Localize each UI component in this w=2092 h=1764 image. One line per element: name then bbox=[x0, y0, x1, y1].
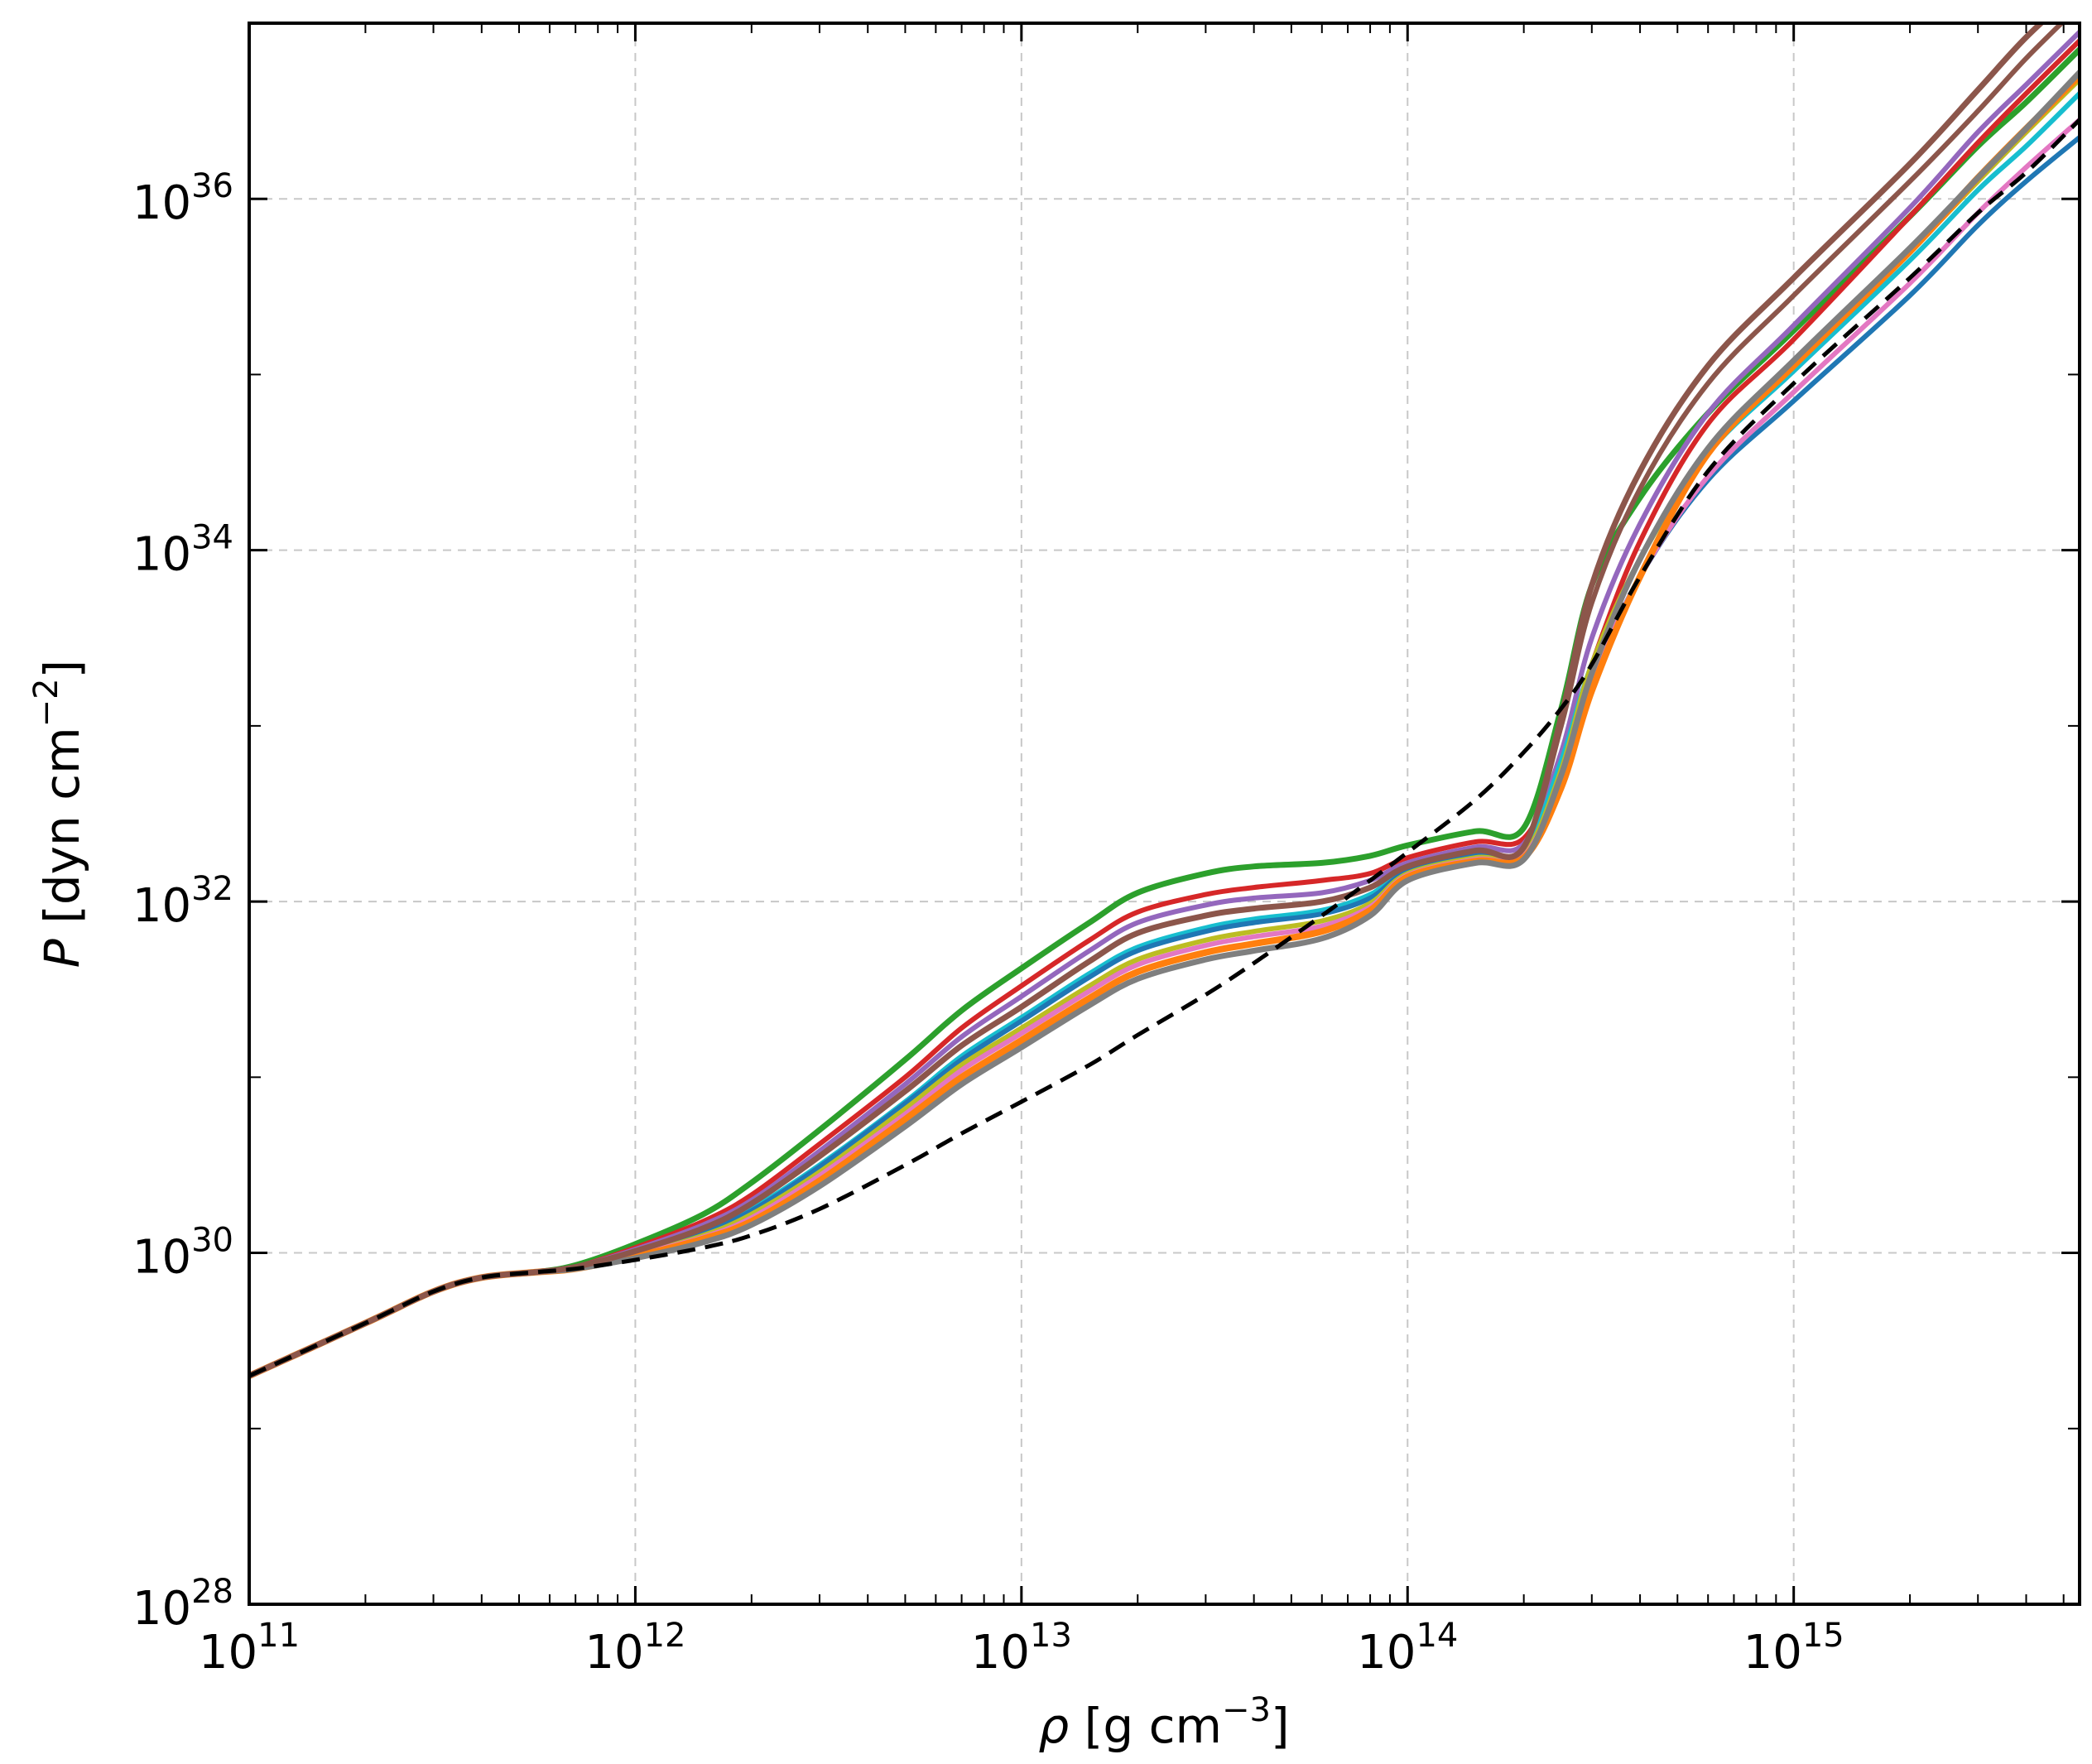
x-tick-label: 1012 bbox=[584, 1617, 685, 1680]
y-tick-label: 1034 bbox=[132, 519, 233, 582]
y-tick-label: 1030 bbox=[132, 1222, 233, 1285]
axis-ticks bbox=[248, 22, 2080, 1606]
eos-curve-1 bbox=[249, 46, 2080, 1379]
reference-curve bbox=[249, 118, 2080, 1378]
eos-curve-4 bbox=[249, 23, 2066, 1379]
y-tick-label: 1036 bbox=[132, 167, 233, 230]
reference-eos-dashed bbox=[249, 118, 2080, 1378]
x-tick-label: 1014 bbox=[1357, 1617, 1458, 1680]
x-axis-close: ] bbox=[1271, 1698, 1290, 1754]
grid-lines bbox=[249, 23, 2080, 1604]
plot-frame bbox=[248, 22, 2081, 1606]
y-axis-symbol: P bbox=[34, 939, 90, 968]
y-axis-unit-exp: −2 bbox=[27, 678, 65, 727]
x-axis-unit-exp: −3 bbox=[1222, 1691, 1271, 1729]
y-axis-close: ] bbox=[34, 660, 90, 679]
x-axis-title: ρ [g cm−3] bbox=[1038, 1691, 1289, 1754]
y-axis-title: P [dyn cm−2] bbox=[27, 660, 90, 968]
y-tick-label: 1028 bbox=[132, 1573, 233, 1636]
y-tick-label: 1032 bbox=[132, 870, 233, 933]
eos-curve-2 bbox=[249, 38, 2080, 1379]
y-axis-unit: [dyn cm bbox=[34, 727, 90, 939]
x-axis-symbol: ρ bbox=[1038, 1698, 1069, 1754]
eos-curve-8 bbox=[249, 117, 2080, 1379]
x-tick-label: 1011 bbox=[199, 1617, 300, 1680]
x-axis-unit: [g cm bbox=[1069, 1698, 1222, 1754]
eos-curve-9 bbox=[249, 72, 2080, 1380]
eos-curves bbox=[249, 23, 2080, 1380]
eos-curve-11 bbox=[249, 23, 2046, 1379]
eos-curve-7 bbox=[249, 76, 2080, 1379]
x-tick-label: 1013 bbox=[971, 1617, 1072, 1680]
eos-curve-3 bbox=[249, 29, 2080, 1379]
x-tick-label: 1015 bbox=[1743, 1617, 1844, 1680]
tick-labels: 1011 1012 1013 1014 1015 1028 1030 1032 1034 1036 bbox=[132, 167, 1844, 1680]
